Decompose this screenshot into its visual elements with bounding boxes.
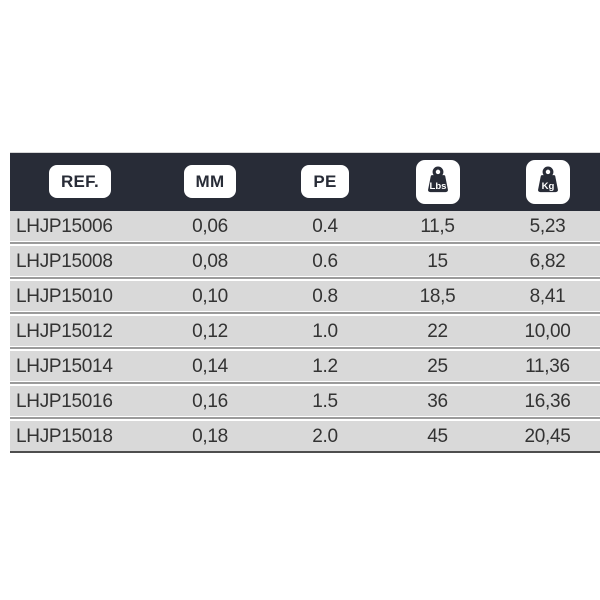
cell-kg: 6,82 [529,250,566,272]
weight-kg-icon: Kg [525,160,570,204]
header-cell-ref: REF. [48,164,112,198]
header-cell-mm: MM [183,164,237,198]
cell-mm: 0,18 [192,425,228,447]
table-row: LHJP15008 0,08 0.6 15 6,82 [10,246,600,276]
cell-lbs: 25 [427,355,448,377]
cell-lbs: 45 [427,425,448,447]
cell-ref: LHJP15018 [16,425,113,447]
cell-lbs: 22 [427,320,448,342]
table-row: LHJP15014 0,14 1.2 25 11,36 [10,351,600,381]
row-separator [10,416,600,421]
table-row: LHJP15012 0,12 1.0 22 10,00 [10,316,600,346]
row-separator [10,276,600,281]
cell-kg: 11,36 [525,355,570,377]
cell-pe: 1.0 [312,320,338,342]
cell-kg: 16,36 [524,390,571,412]
cell-ref: LHJP15008 [16,250,113,272]
header-cell-kg: Kg [525,160,570,204]
cell-pe: 0.8 [312,285,338,307]
table-header-row: REF. MM PE Lbs [10,152,600,211]
cell-ref: LHJP15006 [16,215,113,237]
header-cell-lbs: Lbs [415,160,460,204]
cell-kg: 8,41 [529,285,566,307]
cell-kg: 10,00 [524,320,571,342]
row-separator [10,381,600,386]
table-row: LHJP15018 0,18 2.0 45 20,45 [10,421,600,451]
header-cell-pe: PE [301,164,349,198]
kg-icon-label: Kg [541,181,554,192]
cell-lbs: 18,5 [419,285,456,307]
cell-mm: 0,12 [192,320,228,342]
spec-table: REF. MM PE Lbs [10,152,600,453]
ref-header-badge: REF. [48,164,112,198]
cell-pe: 0.6 [312,250,338,272]
cell-ref: LHJP15016 [16,390,113,412]
row-separator [10,311,600,316]
cell-lbs: 15 [427,250,448,272]
table-row: LHJP15006 0,06 0.4 11,5 5,23 [10,211,600,241]
cell-pe: 0.4 [312,215,338,237]
row-separator [10,241,600,246]
cell-mm: 0,16 [192,390,228,412]
cell-pe: 1.2 [312,355,338,377]
cell-lbs: 36 [427,390,448,412]
table-row: LHJP15016 0,16 1.5 36 16,36 [10,386,600,416]
cell-pe: 2.0 [312,425,338,447]
cell-lbs: 11,5 [420,215,455,237]
cell-mm: 0,08 [192,250,228,272]
cell-pe: 1.5 [312,390,338,412]
row-separator [10,346,600,351]
lbs-icon-label: Lbs [429,181,446,192]
cell-mm: 0,10 [192,285,228,307]
cell-ref: LHJP15010 [16,285,113,307]
cell-mm: 0,06 [192,215,228,237]
cell-ref: LHJP15012 [16,320,113,342]
cell-mm: 0,14 [192,355,228,377]
weight-lbs-icon: Lbs [415,160,460,204]
table-row: LHJP15010 0,10 0.8 18,5 8,41 [10,281,600,311]
mm-header-badge: MM [183,164,237,198]
pe-header-badge: PE [301,164,349,198]
cell-kg: 20,45 [524,425,571,447]
cell-ref: LHJP15014 [16,355,113,377]
cell-kg: 5,23 [529,215,566,237]
